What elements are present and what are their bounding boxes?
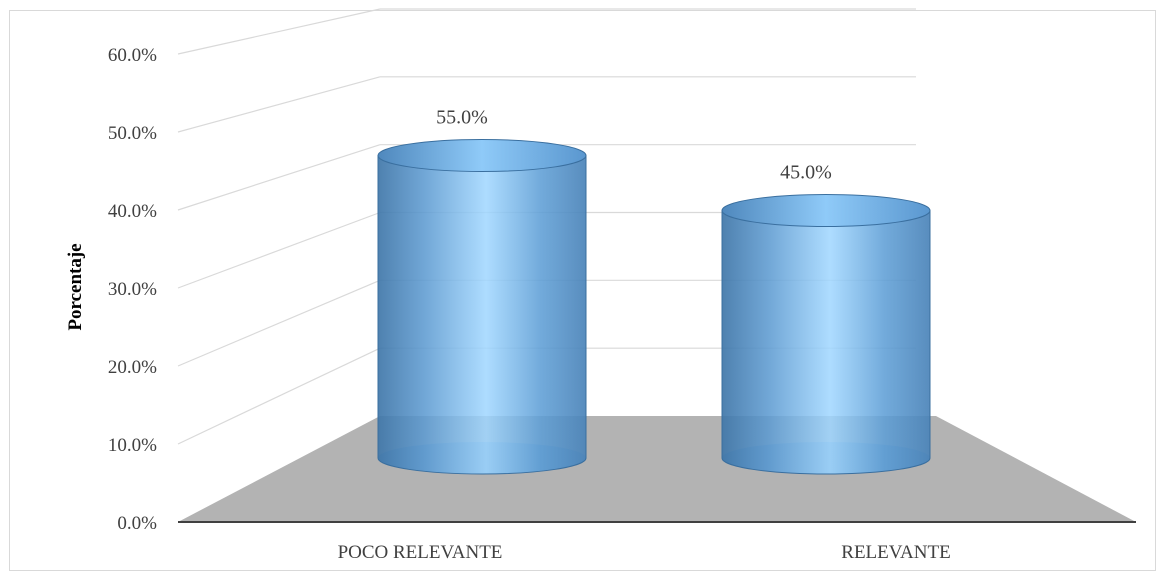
chart-floor xyxy=(178,416,1136,523)
y-tick-label: 30.0% xyxy=(108,279,157,300)
y-axis-title: Porcentaje xyxy=(65,243,86,330)
x-category-label: POCO RELEVANTE xyxy=(338,542,503,563)
gridline-side-5 xyxy=(177,76,381,133)
gridline-side-1 xyxy=(177,347,381,445)
bar-body xyxy=(721,210,931,475)
data-label: 45.0% xyxy=(780,162,832,184)
y-tick-label: 40.0% xyxy=(108,201,157,222)
bars: 55.0% 45.0% xyxy=(377,107,931,475)
y-tick-label: 50.0% xyxy=(108,123,157,144)
bar-top xyxy=(721,194,931,227)
bar-top xyxy=(377,139,587,172)
gridline-side-2 xyxy=(177,279,381,367)
bar-body xyxy=(377,155,587,475)
floor-plane xyxy=(178,416,1136,522)
y-axis-tick-labels: 0.0% 10.0% 20.0% 30.0% 40.0% 50.0% 60.0% xyxy=(108,45,157,534)
x-category-label: RELEVANTE xyxy=(841,542,950,563)
y-tick-label: 20.0% xyxy=(108,357,157,378)
x-axis-category-labels: POCO RELEVANTE RELEVANTE xyxy=(338,542,951,563)
gridline-side-4 xyxy=(177,144,381,211)
y-tick-label: 60.0% xyxy=(108,45,157,66)
y-tick-label: 0.0% xyxy=(117,513,157,534)
gridline-side-6 xyxy=(177,8,381,55)
y-tick-label: 10.0% xyxy=(108,435,157,456)
data-label: 55.0% xyxy=(436,107,488,129)
gridline-side-3 xyxy=(177,211,381,289)
bar-1: 55.0% xyxy=(377,107,587,475)
bar-2: 45.0% xyxy=(721,162,931,475)
